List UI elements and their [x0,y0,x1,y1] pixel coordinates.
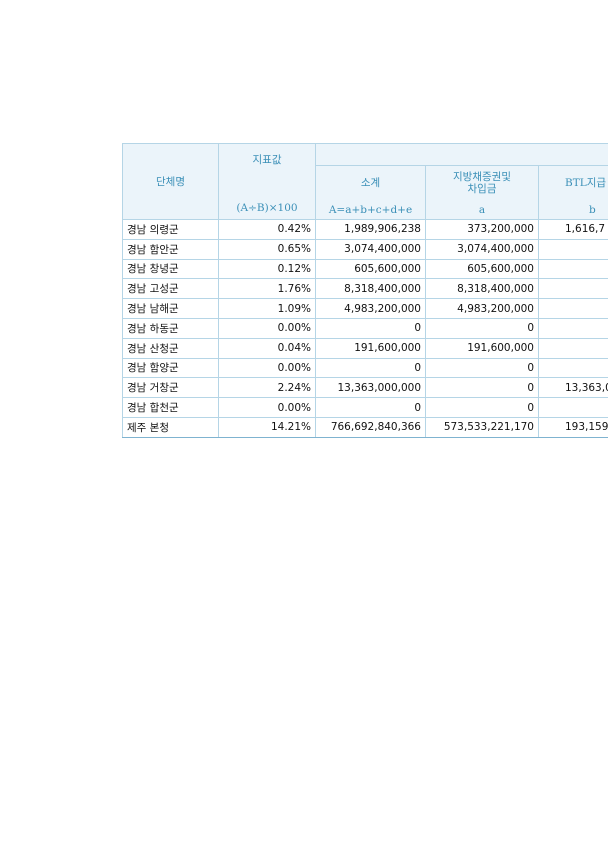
table-cell: 0 [315,397,426,418]
header-group: 20 [314,143,608,166]
table-row: 경남 고성군 1.76% 8,318,400,000 8,318,400,000 [122,278,608,300]
table-cell: 0.65% [218,238,316,260]
table-row: 경남 하동군 0.00% 0 0 [122,317,608,339]
table-cell: 0.04% [218,337,316,359]
table-cell: 4,983,200,000 [315,298,426,319]
table-cell: 경남 고성군 [122,278,219,300]
table-row: 경남 함안군 0.65% 3,074,400,000 3,074,400,000 [122,238,608,260]
table-cell: 193,159,6 [537,416,608,438]
table-cell: 8,318,400,000 [425,278,539,300]
table-cell: 1,616,7 [537,219,608,240]
table-cell [537,298,608,319]
header-cell: BTL지급 [537,165,608,201]
table-cell: 14.21% [218,416,316,438]
table-row: 경남 합천군 0.00% 0 0 [122,397,608,418]
header-row: 소계 지방채증권및 차입금 BTL지급 [123,165,608,201]
table-cell: 경남 함양군 [122,357,219,379]
table-row: 경남 함양군 0.00% 0 0 [122,357,608,379]
table-cell: 2.24% [218,377,316,399]
table-cell: 경남 산청군 [122,337,219,359]
header-stack: 지표값 (A÷B)×100 [219,146,315,218]
table-cell: 경남 하동군 [122,317,219,339]
table-cell: 191,600,000 [315,337,426,359]
table-row: 경남 의령군 0.42% 1,989,906,238 373,200,000 1,616… [122,219,608,240]
table-body: 경남 의령군 0.42% 1,989,906,238 373,200,000 1,616… [122,219,608,438]
table-cell: 13,363,0 [537,377,608,399]
table-cell: 1.76% [218,278,316,300]
header-cell: 지표값 (A÷B)×100 [218,143,316,220]
table-row: 경남 거창군 2.24% 13,363,000,000 0 13,363,0 [122,377,608,399]
table-cell: 605,600,000 [315,258,426,280]
table-cell: 경남 거창군 [122,377,219,399]
table-cell: 0.00% [218,357,316,379]
table-cell [537,337,608,359]
header-sub: b [537,200,608,220]
table-cell: 8,318,400,000 [315,278,426,300]
table-cell: 0 [315,357,426,379]
table-row: 경남 산청군 0.04% 191,600,000 191,600,000 [122,337,608,359]
table-cell: 0 [425,357,539,379]
table-cell: 3,074,400,000 [315,238,426,260]
table-row: 경남 창녕군 0.12% 605,600,000 605,600,000 [122,258,608,280]
table-cell [537,317,608,339]
table-cell: 경남 창녕군 [122,258,219,280]
table-cell [537,238,608,260]
table-cell: 0.00% [218,317,316,339]
table-cell: 0 [425,377,539,399]
table-cell: 4,983,200,000 [425,298,539,319]
header-formula: (A÷B)×100 [236,201,298,214]
header-row: A=a+b+c+d+e a b [123,200,608,220]
table-cell: 573,533,221,170 [425,416,539,438]
table-cell: 191,600,000 [425,337,539,359]
table-row: 경남 남해군 1.09% 4,983,200,000 4,983,200,000 [122,298,608,319]
table-row: 제주 본청 14.21% 766,692,840,366 573,533,221,17… [122,416,608,438]
header-cell: 지방채증권및 차입금 [425,165,539,201]
table-cell: 경남 남해군 [122,298,219,319]
header-sub: A=a+b+c+d+e [315,200,426,220]
table-cell: 0.42% [218,219,316,240]
header-cell: 단체명 [122,143,219,220]
table-cell [537,258,608,280]
table-cell: 766,692,840,366 [315,416,426,438]
table-cell: 0 [315,317,426,339]
header-sub: a [425,200,539,220]
table-cell: 경남 함안군 [122,238,219,260]
table-cell: 1.09% [218,298,316,319]
header-cell: 소계 [315,165,426,201]
table-cell [537,397,608,418]
table-cell: 373,200,000 [425,219,539,240]
header-label: 지표값 [252,153,282,166]
header-row: 단체명 지표값 (A÷B)×100 20 [122,143,608,220]
table-cell: 경남 의령군 [122,219,219,240]
table-cell: 0.12% [218,258,316,280]
table-cell: 0 [425,317,539,339]
table-cell: 605,600,000 [425,258,539,280]
table-cell: 제주 본청 [122,416,219,438]
table-cell: 경남 합천군 [122,397,219,418]
table-cell [537,278,608,300]
table-cell: 1,989,906,238 [315,219,426,240]
table-cell [537,357,608,379]
table-cell: 0 [425,397,539,418]
table-cell: 13,363,000,000 [315,377,426,399]
table-cell: 3,074,400,000 [425,238,539,260]
table-cell: 0.00% [218,397,316,418]
